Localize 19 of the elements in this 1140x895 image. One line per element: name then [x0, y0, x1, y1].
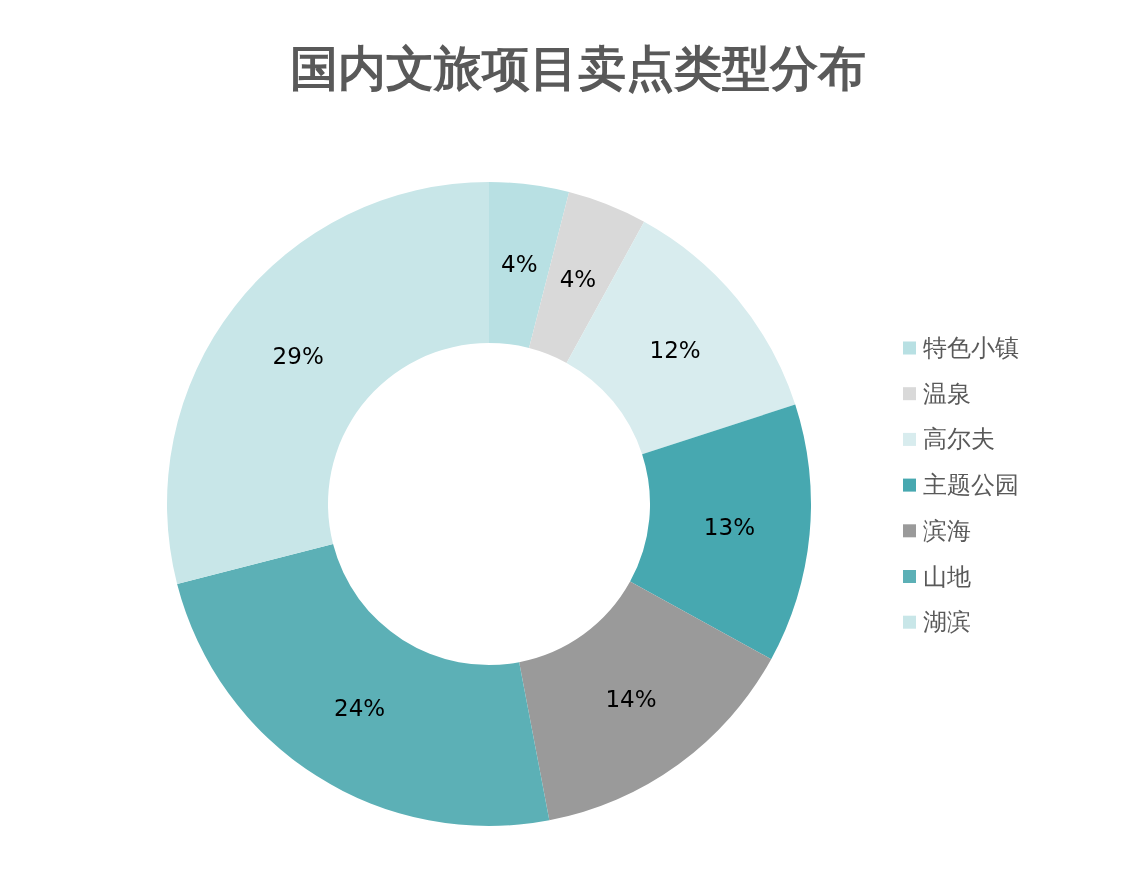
- legend-label: 特色小镇: [923, 334, 1019, 362]
- legend-label: 湖滨: [923, 608, 971, 637]
- data-label: 29%: [272, 342, 324, 369]
- data-label: 13%: [703, 513, 755, 540]
- donut-slice: [177, 544, 550, 826]
- data-label: 14%: [605, 686, 657, 713]
- legend-label: 滨海: [923, 516, 971, 545]
- data-label: 4%: [559, 266, 597, 293]
- data-label: 12%: [649, 337, 701, 364]
- donut-slice: [167, 182, 489, 585]
- legend-label: 山地: [923, 562, 971, 591]
- donut-slice: [630, 404, 811, 660]
- data-label: 4%: [501, 251, 538, 278]
- donut-slice: [519, 581, 772, 821]
- legend-label: 主题公园: [923, 471, 1019, 500]
- data-label: 24%: [334, 694, 386, 721]
- chart-title: 国内文旅项目卖点类型分布: [290, 40, 866, 96]
- legend-label: 温泉: [923, 379, 971, 408]
- legend-label: 高尔夫: [923, 425, 995, 454]
